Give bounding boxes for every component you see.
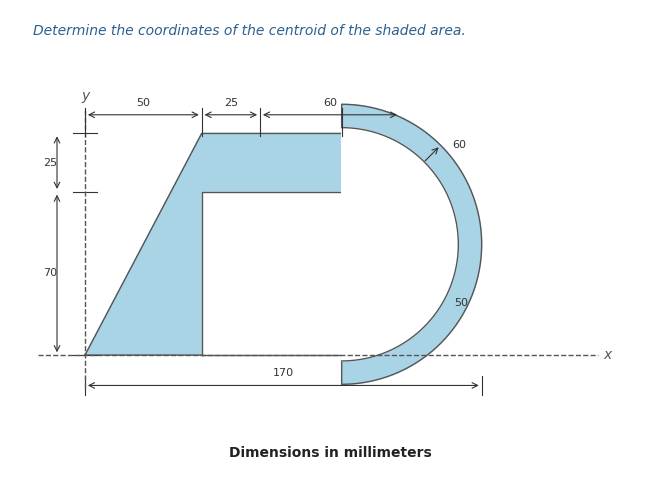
Text: Dimensions in millimeters: Dimensions in millimeters xyxy=(228,446,432,460)
Text: Determine the coordinates of the centroid of the shaded area.: Determine the coordinates of the centroi… xyxy=(33,24,466,38)
Text: x: x xyxy=(603,348,611,362)
Polygon shape xyxy=(202,192,342,355)
Text: y: y xyxy=(81,89,89,103)
Text: 170: 170 xyxy=(273,368,294,378)
Text: 25: 25 xyxy=(43,158,57,168)
Text: 70: 70 xyxy=(43,268,57,278)
Text: 60: 60 xyxy=(323,98,337,108)
Text: 50: 50 xyxy=(454,297,469,308)
Polygon shape xyxy=(342,127,458,361)
Polygon shape xyxy=(85,104,482,384)
Text: 60: 60 xyxy=(452,140,467,150)
Text: 25: 25 xyxy=(224,98,238,108)
Text: 50: 50 xyxy=(137,98,150,108)
